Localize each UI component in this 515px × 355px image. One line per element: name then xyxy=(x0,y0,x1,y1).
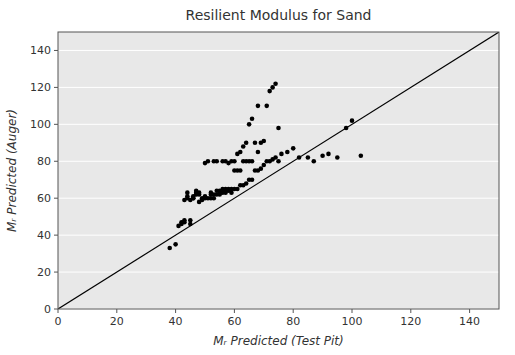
x-tick-label: 120 xyxy=(400,315,421,328)
x-tick xyxy=(234,309,235,313)
scatter-point xyxy=(259,166,264,171)
scatter-point xyxy=(250,116,255,121)
scatter-point xyxy=(285,150,290,155)
scatter-point xyxy=(326,152,331,157)
scatter-point xyxy=(291,146,296,151)
scatter-point xyxy=(262,163,267,168)
y-tick-label: 120 xyxy=(30,81,51,94)
y-grid-line xyxy=(58,272,499,273)
x-tick-label: 140 xyxy=(459,315,480,328)
chart-svg: 0 20 40 60 80 100 120 140 0 20 40 60 80 100 120 140 Resi… xyxy=(0,0,515,355)
chart-title: Resilient Modulus for Sand xyxy=(186,7,372,23)
y-tick-label: 140 xyxy=(30,44,51,57)
axes: 0 20 40 60 80 100 120 140 0 20 40 60 80 100 120 140 xyxy=(30,44,499,328)
y-tick xyxy=(54,161,58,162)
x-tick xyxy=(352,309,353,313)
y-grid-line xyxy=(58,235,499,236)
y-tick xyxy=(54,235,58,236)
scatter-point xyxy=(335,155,340,160)
x-tick xyxy=(293,309,294,313)
y-tick-label: 40 xyxy=(37,229,51,242)
x-tick-label: 0 xyxy=(55,315,62,328)
scatter-point xyxy=(344,126,349,131)
y-tick xyxy=(54,124,58,125)
y-grid-line xyxy=(58,87,499,88)
x-tick-label: 100 xyxy=(342,315,363,328)
plot-data xyxy=(58,32,499,309)
scatter-point xyxy=(256,104,261,109)
scatter-point xyxy=(250,177,255,182)
scatter-point xyxy=(250,159,255,164)
y-tick-label: 0 xyxy=(44,303,51,316)
y-tick xyxy=(54,87,58,88)
scatter-point xyxy=(267,89,272,94)
scatter-point xyxy=(262,139,267,144)
x-tick xyxy=(58,309,59,313)
scatter-point xyxy=(185,190,190,195)
x-tick xyxy=(175,309,176,313)
scatter-point xyxy=(273,155,278,160)
scatter-point xyxy=(350,118,355,123)
x-axis-label: Mᵣ Predicted (Test Pit) xyxy=(213,334,344,348)
y-tick-label: 100 xyxy=(30,118,51,131)
scatter-point xyxy=(276,126,281,131)
x-tick xyxy=(410,309,411,313)
y-axis-label: Mᵣ Predicted (Auger) xyxy=(5,109,19,232)
scatter-point xyxy=(270,85,275,90)
chart-container: 0 20 40 60 80 100 120 140 0 20 40 60 80 100 120 140 Resi… xyxy=(0,0,515,355)
scatter-point xyxy=(232,159,237,164)
scatter-point xyxy=(253,141,258,146)
scatter-point xyxy=(247,122,252,127)
scatter-point xyxy=(167,246,172,251)
y-tick xyxy=(54,198,58,199)
x-tick-label: 60 xyxy=(227,315,241,328)
x-tick-label: 80 xyxy=(286,315,300,328)
x-tick xyxy=(469,309,470,313)
scatter-point xyxy=(244,181,249,186)
scatter-point xyxy=(320,153,325,158)
y-tick-label: 20 xyxy=(37,266,51,279)
y-grid-line xyxy=(58,124,499,125)
scatter-point xyxy=(279,152,284,157)
scatter-point xyxy=(264,104,269,109)
scatter-point xyxy=(244,141,249,146)
scatter-point xyxy=(276,159,281,164)
scatter-point xyxy=(182,220,187,225)
diagonal-line xyxy=(58,32,499,309)
scatter-point xyxy=(238,168,243,173)
y-grid-line xyxy=(58,50,499,51)
x-tick-label: 40 xyxy=(169,315,183,328)
plot-background xyxy=(58,32,499,309)
scatter-point xyxy=(256,150,261,155)
scatter-point xyxy=(241,144,246,149)
scatter-point xyxy=(206,159,211,164)
x-tick xyxy=(116,309,117,313)
y-tick xyxy=(54,272,58,273)
y-tick xyxy=(54,50,58,51)
x-tick-label: 20 xyxy=(110,315,124,328)
scatter-point xyxy=(238,150,243,155)
scatter-point xyxy=(173,242,178,247)
y-tick xyxy=(54,309,58,310)
scatter-point xyxy=(188,218,193,223)
scatter-point xyxy=(306,155,311,160)
scatter-point xyxy=(235,187,240,192)
scatter-point xyxy=(197,190,202,195)
y-grid-line xyxy=(58,198,499,199)
scatter-point xyxy=(359,153,364,158)
y-tick-label: 80 xyxy=(37,155,51,168)
scatter-point xyxy=(297,155,302,160)
scatter-point xyxy=(273,81,278,86)
plot-frame xyxy=(58,32,499,309)
y-tick-label: 60 xyxy=(37,192,51,205)
scatter-point xyxy=(214,159,219,164)
scatter-point xyxy=(311,159,316,164)
